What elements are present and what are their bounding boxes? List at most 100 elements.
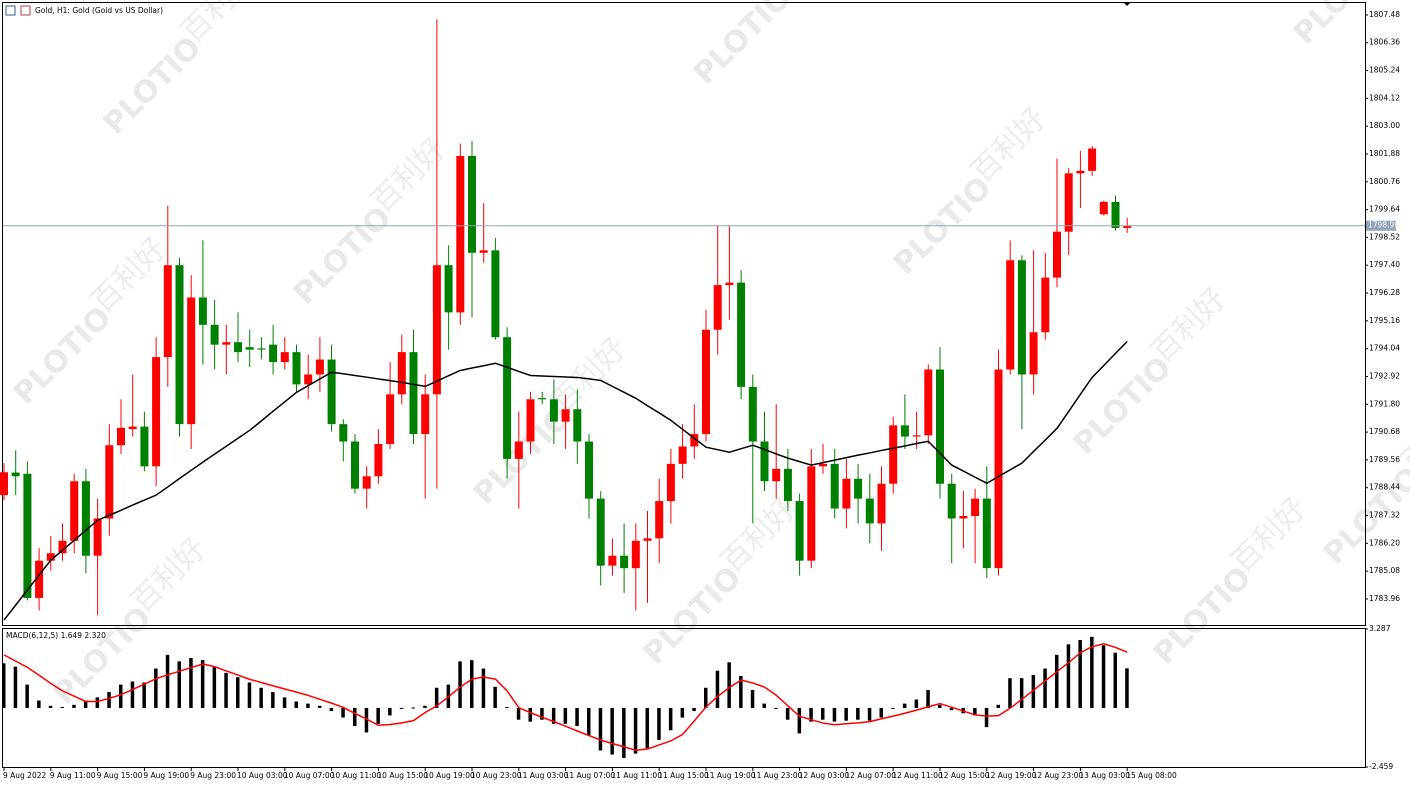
candle-body bbox=[830, 463, 839, 509]
x-tick-label: 12 Aug 15:00 bbox=[939, 771, 990, 780]
histogram-bar bbox=[329, 707, 334, 712]
candle-body bbox=[432, 265, 441, 395]
histogram-bar bbox=[271, 692, 275, 708]
histogram-bar bbox=[1101, 645, 1106, 708]
histogram-bar bbox=[83, 700, 88, 708]
x-tick-label: 10 Aug 03:00 bbox=[237, 771, 288, 780]
x-tick-label: 10 Aug 07:00 bbox=[284, 771, 335, 780]
histogram-bar bbox=[282, 697, 287, 708]
histogram-bar bbox=[516, 707, 521, 720]
histogram-bar bbox=[224, 672, 228, 708]
candle-body bbox=[339, 424, 348, 442]
histogram-bar bbox=[493, 686, 497, 708]
histogram-bar bbox=[317, 705, 322, 708]
chart-icon[interactable] bbox=[20, 5, 31, 16]
histogram-bar bbox=[996, 704, 1000, 708]
histogram-bar bbox=[399, 707, 404, 709]
histogram-bar bbox=[177, 661, 181, 708]
candle-body bbox=[795, 501, 804, 561]
histogram-bar bbox=[48, 705, 53, 708]
menu-icon[interactable] bbox=[5, 5, 16, 16]
candle-body bbox=[128, 426, 137, 430]
candle-body bbox=[245, 347, 254, 350]
histogram-bar bbox=[891, 707, 895, 709]
histogram-bar bbox=[692, 707, 696, 712]
shift-marker bbox=[1123, 2, 1131, 6]
histogram-bar bbox=[727, 662, 731, 708]
histogram-bar bbox=[130, 681, 135, 708]
candle-body bbox=[1088, 148, 1097, 171]
x-tick-label: 13 Aug 03:00 bbox=[1079, 771, 1130, 780]
y-tick-label: 1786.20 bbox=[1369, 538, 1400, 547]
x-tick-label: 11 Aug 19:00 bbox=[705, 771, 756, 780]
histogram-bar bbox=[739, 676, 743, 708]
signal-line bbox=[3, 643, 1128, 751]
histogram-bar bbox=[926, 689, 930, 708]
y-tick-label: 1804.12 bbox=[1369, 93, 1400, 102]
candle-body bbox=[526, 399, 535, 442]
histogram-bar bbox=[645, 707, 649, 749]
candle-body bbox=[994, 369, 1003, 569]
candle-body bbox=[783, 468, 792, 502]
histogram-bar bbox=[914, 699, 919, 708]
histogram-bar bbox=[1043, 668, 1047, 708]
histogram-bar bbox=[236, 677, 240, 708]
candle-body bbox=[117, 427, 125, 446]
histogram-bar bbox=[1078, 639, 1082, 708]
y-tick-label: 1787.32 bbox=[1369, 510, 1400, 519]
y-tick-label: 1783.96 bbox=[1369, 594, 1400, 603]
histogram-bar bbox=[13, 666, 18, 708]
candle-body bbox=[503, 337, 512, 459]
candle-body bbox=[421, 394, 430, 435]
histogram-bar bbox=[1031, 675, 1036, 708]
candle-body bbox=[666, 463, 675, 502]
y-tick-label: 1791.80 bbox=[1369, 399, 1400, 408]
x-tick-label: 10 Aug 23:00 bbox=[471, 771, 522, 780]
y-tick-label: 1795.16 bbox=[1369, 316, 1400, 325]
y-tick-label: 1806.36 bbox=[1369, 38, 1400, 47]
y-tick-label: -2.459 bbox=[1369, 762, 1393, 771]
candle-body bbox=[971, 498, 980, 516]
candle-body bbox=[748, 386, 757, 442]
candle-body bbox=[585, 441, 593, 499]
histogram-bar bbox=[1066, 644, 1071, 708]
y-tick-label: 1807.48 bbox=[1369, 10, 1400, 19]
candle-body bbox=[58, 540, 67, 554]
histogram-bar bbox=[2, 663, 6, 708]
candle-body bbox=[538, 398, 547, 400]
histogram-bar bbox=[949, 707, 954, 711]
histogram-bar bbox=[575, 707, 579, 726]
candle-body bbox=[386, 394, 395, 444]
histogram-bar bbox=[551, 707, 556, 724]
candle-body bbox=[807, 466, 816, 561]
candle-body bbox=[397, 352, 406, 395]
histogram-bar bbox=[774, 707, 778, 709]
candle-body bbox=[198, 297, 207, 325]
candle-body bbox=[409, 352, 418, 435]
histogram-bar bbox=[1019, 678, 1024, 708]
candle-body bbox=[0, 472, 8, 496]
candle-body bbox=[608, 555, 617, 566]
histogram-bar bbox=[809, 707, 813, 722]
y-tick-label: 1805.24 bbox=[1369, 66, 1400, 75]
histogram-bar bbox=[902, 703, 907, 708]
histogram-bar bbox=[657, 707, 661, 740]
histogram-bar bbox=[633, 707, 638, 754]
histogram-bar bbox=[762, 703, 766, 708]
histogram-bar bbox=[72, 704, 76, 708]
histogram-bar bbox=[821, 707, 825, 720]
moving-average bbox=[3, 340, 1128, 621]
histogram-bar bbox=[434, 687, 439, 708]
histogram-bar bbox=[528, 707, 532, 722]
x-tick-label: 9 Aug 2022 bbox=[3, 771, 46, 780]
histogram-bar bbox=[247, 682, 252, 708]
histogram-bar bbox=[423, 705, 427, 708]
histogram-bar bbox=[938, 704, 942, 708]
candle-body bbox=[655, 501, 664, 539]
y-tick-label: 1794.04 bbox=[1369, 344, 1400, 353]
histogram-bar bbox=[668, 707, 673, 731]
histogram-bar bbox=[704, 687, 708, 708]
x-tick-label: 10 Aug 19:00 bbox=[424, 771, 475, 780]
y-tick-label: 1792.92 bbox=[1369, 371, 1400, 380]
histogram-bar bbox=[376, 707, 380, 724]
